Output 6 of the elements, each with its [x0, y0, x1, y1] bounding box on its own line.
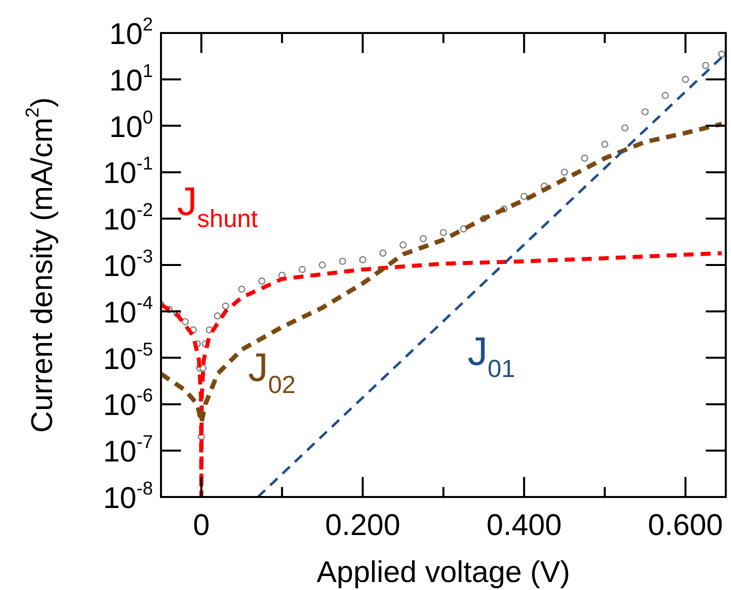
- x-tick-label: 0: [193, 509, 210, 542]
- x-axis-title: Applied voltage (V): [316, 556, 570, 589]
- x-tick-label: 0.200: [325, 509, 400, 542]
- x-tick-label: 0.400: [486, 509, 562, 542]
- x-tick-label: 0.600: [648, 509, 723, 542]
- y-axis-title: Current density (mA/cm2): [22, 97, 59, 433]
